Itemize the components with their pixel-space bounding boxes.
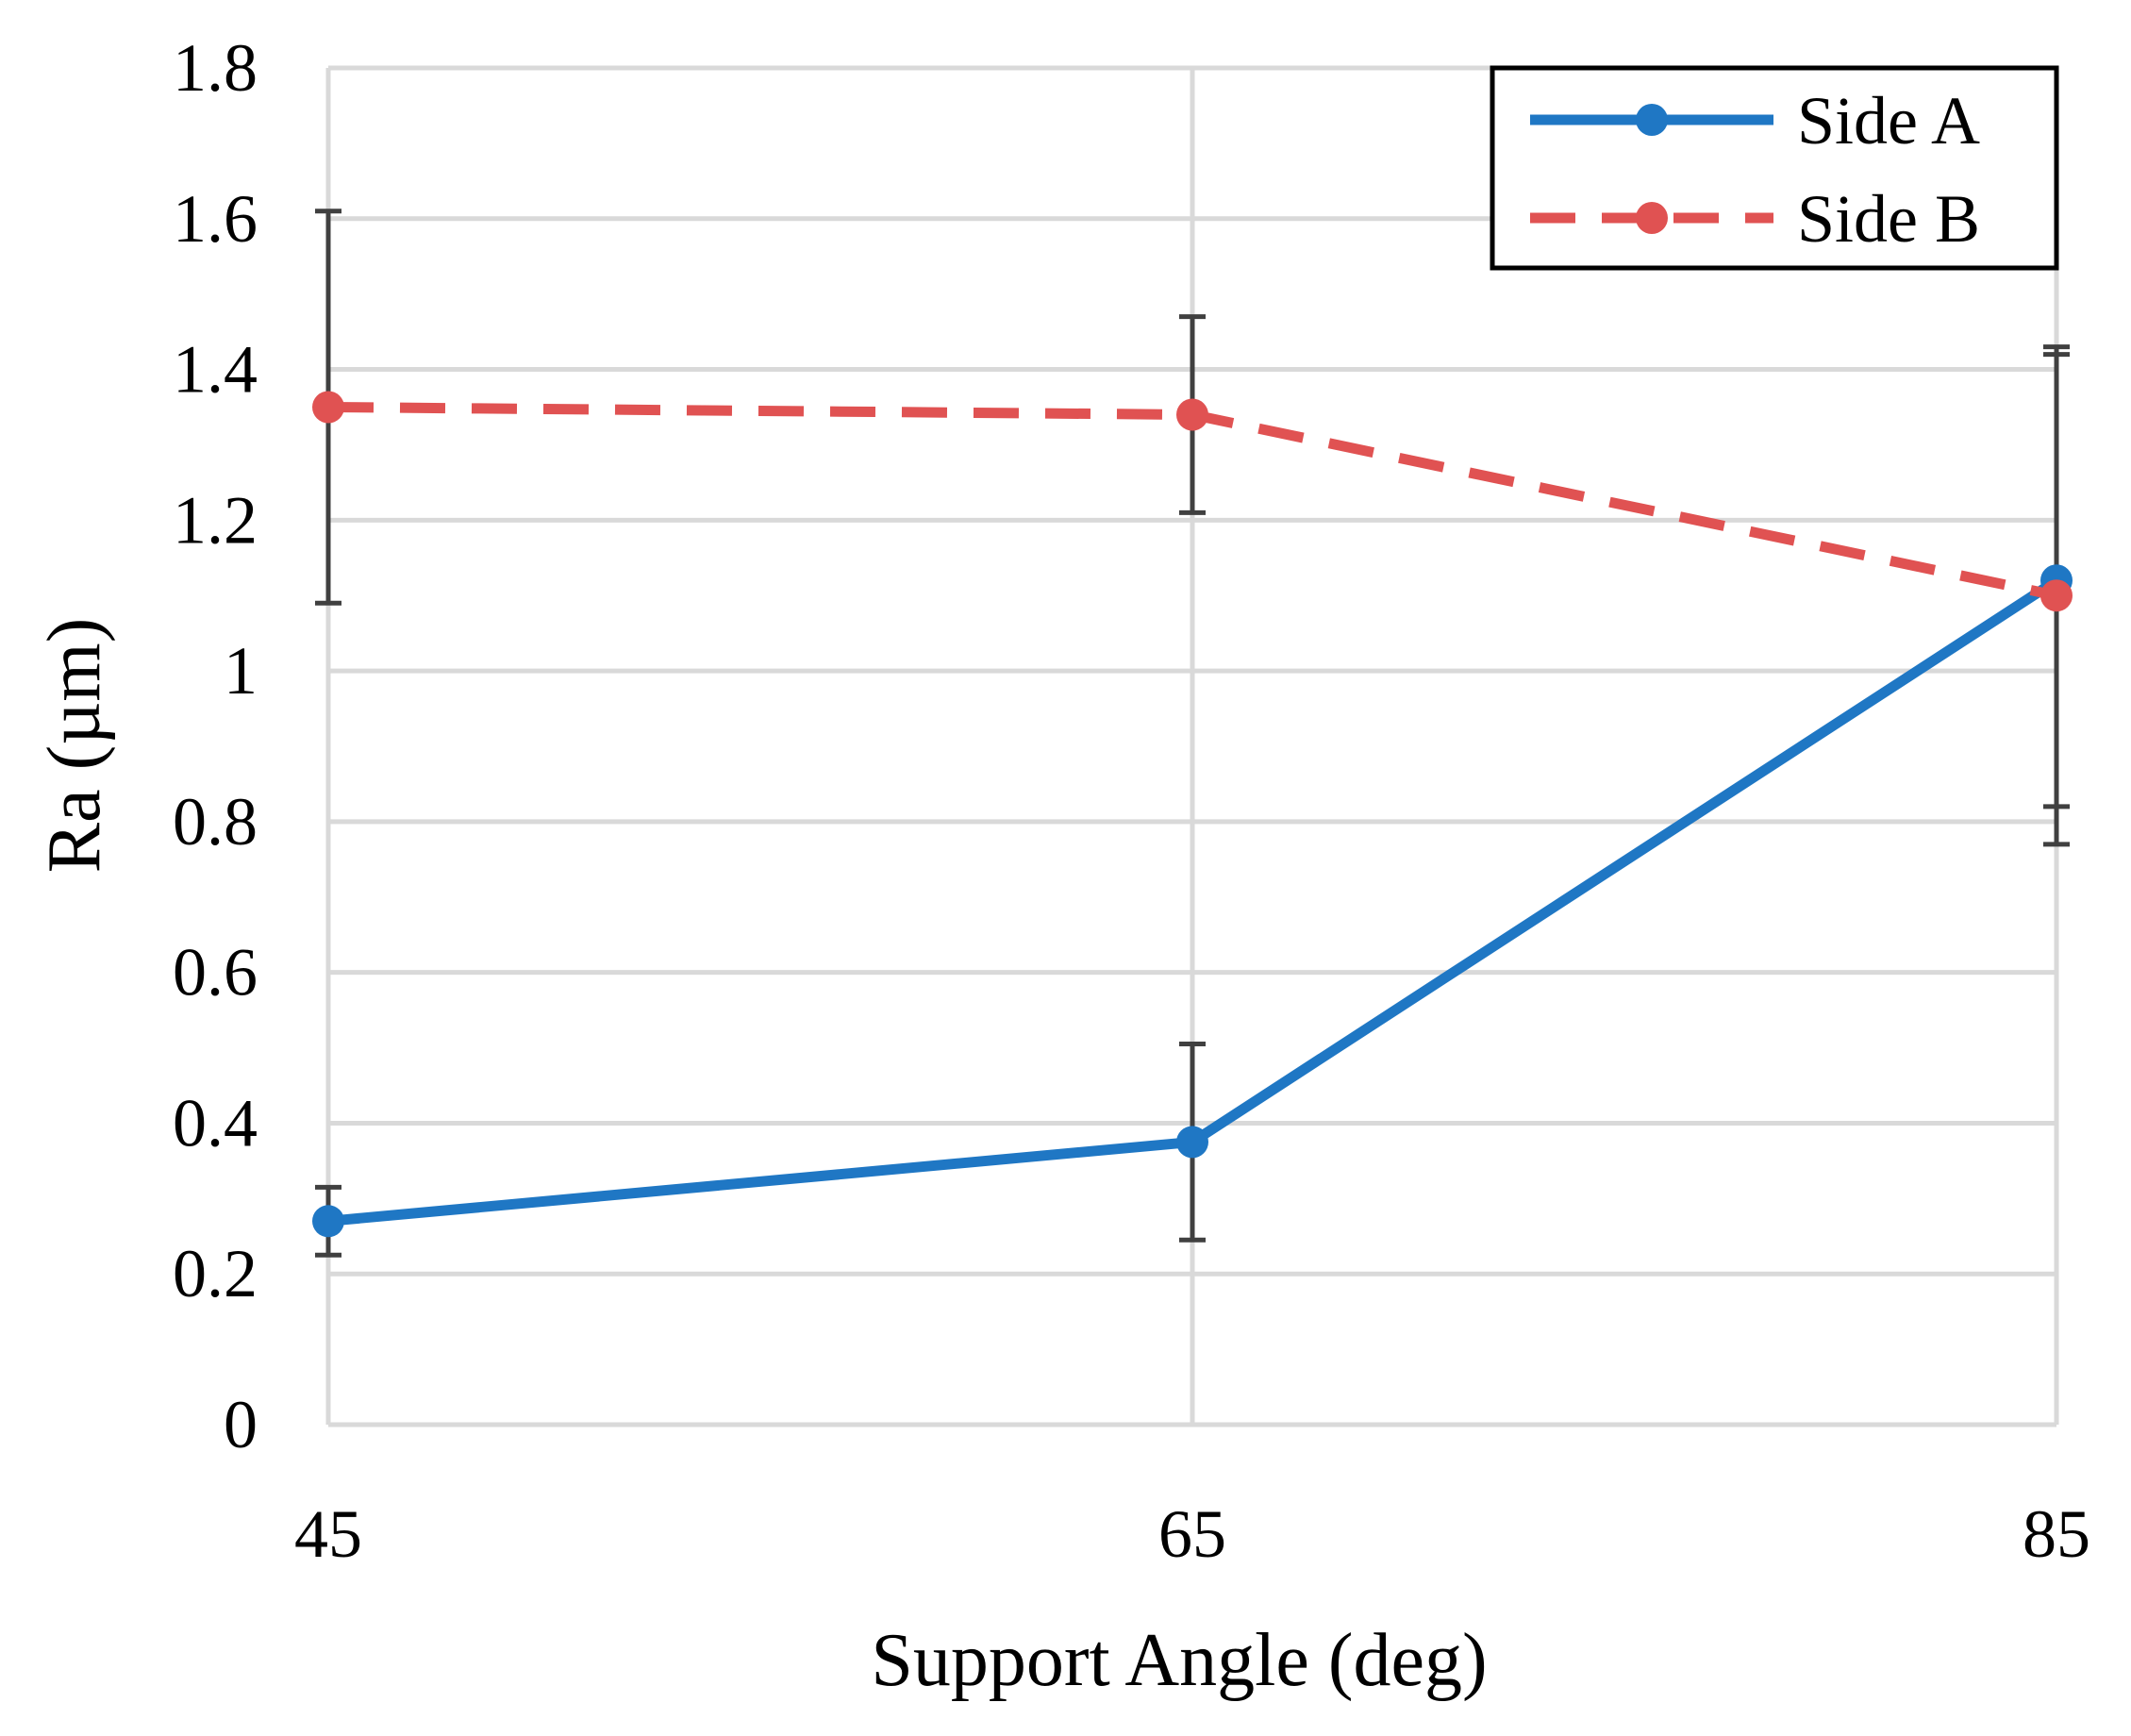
data-point bbox=[312, 1205, 344, 1238]
y-tick-label: 0.2 bbox=[173, 1236, 258, 1311]
y-tick-label: 0 bbox=[224, 1387, 258, 1462]
data-point bbox=[312, 391, 344, 424]
data-markers bbox=[312, 391, 2073, 1238]
y-tick-label: 1.6 bbox=[173, 181, 258, 257]
y-tick-label: 0.6 bbox=[173, 935, 258, 1010]
legend-swatch-marker bbox=[1636, 202, 1668, 234]
x-tick-label: 85 bbox=[2023, 1496, 2090, 1572]
legend-label: Side B bbox=[1797, 181, 1980, 257]
y-tick-label: 1.4 bbox=[173, 332, 258, 408]
data-point bbox=[1176, 398, 1208, 431]
x-axis-title: Support Angle (deg) bbox=[871, 1619, 1487, 1702]
legend-label: Side A bbox=[1797, 83, 1980, 159]
data-point bbox=[2040, 579, 2073, 612]
y-tick-label: 1 bbox=[224, 633, 258, 709]
y-tick-label: 0.4 bbox=[173, 1085, 258, 1160]
y-tick-label: 1.2 bbox=[173, 482, 258, 558]
tick-labels: 0 0.2 0.4 0.6 0.8 1 1.2 1.4 1.6 1.8 45 65 85 bbox=[173, 30, 2090, 1572]
y-tick-label: 1.8 bbox=[173, 30, 258, 106]
legend-swatch-marker bbox=[1636, 104, 1668, 136]
legend-items: Side A Side B bbox=[1530, 83, 1980, 257]
x-tick-label: 45 bbox=[294, 1496, 362, 1572]
y-axis-title: Ra (µm) bbox=[33, 618, 116, 873]
data-point bbox=[1176, 1126, 1208, 1159]
legend-box bbox=[1490, 65, 2059, 271]
y-tick-label: 0.8 bbox=[173, 784, 258, 860]
x-tick-label: 65 bbox=[1158, 1496, 1226, 1572]
legend: Side A Side B bbox=[1490, 65, 2059, 271]
